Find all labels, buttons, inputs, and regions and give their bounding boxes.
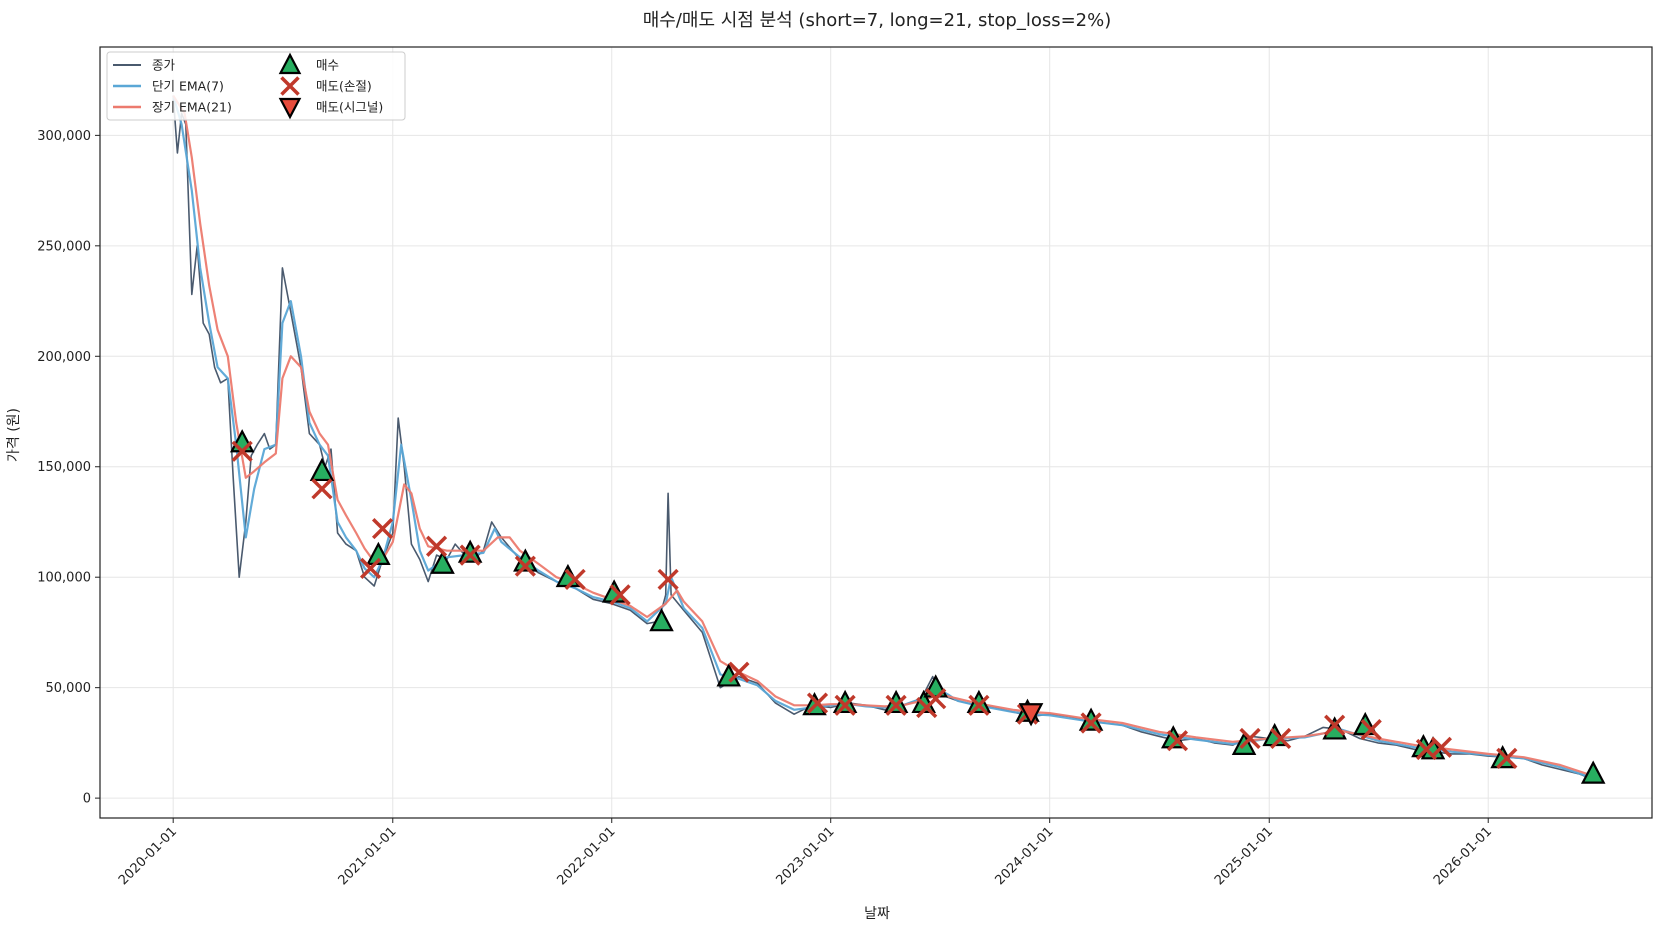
plot-frame [99,46,1653,819]
series-line-0 [172,95,1591,779]
stop-loss-marker [609,584,631,606]
stop-loss-marker [1239,727,1261,750]
stop-loss-marker [1496,747,1518,769]
x-stroke [925,688,947,710]
x-stroke [1496,747,1518,769]
x-stroke [1080,712,1102,734]
y-tick-label: 250,000 [37,239,91,254]
stop-loss-marker [728,661,750,683]
x-stroke [359,557,382,579]
stop-loss-marker [1324,714,1346,736]
buy-marker [1580,760,1606,784]
x-tick-label: 2020-01-01 [116,824,180,888]
stop-loss-marker [359,557,382,579]
x-stroke [1415,738,1438,761]
stop-loss-marker [657,568,679,590]
stop-loss-marker [311,478,333,500]
legend-stop-loss-marker [280,76,300,96]
buy-marker [649,608,674,632]
stop-loss-marker [1270,727,1292,750]
x-tick-label: 2025-01-01 [1212,824,1276,888]
stop-loss-marker [231,440,253,462]
legend-label-marker-0: 매수 [316,58,339,73]
x-stroke [1239,727,1261,750]
y-tick-label: 150,000 [37,460,91,475]
x-stroke [1166,730,1189,752]
x-stroke [280,76,300,96]
series-line-2 [172,95,1591,776]
x-axis-label: 날짜 [864,906,890,922]
stop-loss-marker [806,692,829,714]
chart-title: 매수/매도 시점 분석 (short=7, long=21, stop_loss… [643,10,1112,31]
y-axis-label: 가격 (원) [6,408,22,462]
legend-label-1: 단기 EMA(7) [152,79,224,94]
stop-loss-marker [459,544,481,566]
stop-loss-marker [1360,719,1382,741]
stop-loss-marker [925,688,947,710]
x-stroke [1430,736,1453,758]
stop-loss-marker [1080,712,1102,734]
buy-marker [883,689,909,714]
x-stroke [1360,719,1382,741]
x-tick-label: 2021-01-01 [336,824,400,888]
y-tick-label: 50,000 [46,681,92,696]
y-tick-label: 100,000 [37,571,91,586]
stop-loss-marker [1430,736,1453,758]
x-stroke [459,544,481,566]
stop-loss-marker [514,555,536,577]
stop-loss-marker [371,518,394,540]
y-tick-label: 0 [83,792,91,807]
legend-label-0: 종가 [152,58,176,73]
stop-loss-marker [968,694,990,716]
y-tick-label: 200,000 [37,350,91,365]
x-stroke [968,694,990,716]
legend-label-marker-1: 매도(손절) [316,79,372,94]
buy-marker [309,457,335,482]
stop-loss-marker [425,535,448,557]
buy-marker [832,689,858,714]
stop-loss-marker [564,568,586,590]
x-stroke [1324,714,1346,736]
x-stroke [728,661,750,683]
y-tick-label: 300,000 [37,129,91,144]
x-stroke [564,568,586,590]
x-stroke [885,694,907,716]
x-stroke [514,555,536,577]
legend-buy-marker [278,52,302,75]
x-tick-label: 2026-01-01 [1431,824,1495,888]
x-tick-label: 2024-01-01 [992,824,1056,888]
legend-box [106,51,406,121]
x-stroke [806,692,829,714]
plot-area: 0 50,000 100,000 150,000 200,000 250,000 300,0… [37,46,1653,888]
x-stroke [609,584,631,606]
x-stroke [231,440,253,462]
buy-marker [366,541,391,566]
buy-marker [555,563,581,588]
x-stroke [371,518,394,540]
x-stroke [657,568,679,590]
x-stroke [1270,727,1292,750]
series-line-1 [172,95,1591,779]
stop-loss-marker [834,694,856,716]
stop-loss-marker [885,694,907,716]
legend-sell-signal-marker [278,97,302,120]
x-tick-label: 2023-01-01 [773,824,837,888]
x-tick-label: 2022-01-01 [555,824,619,888]
stop-loss-marker [1166,730,1189,752]
x-stroke [311,478,333,500]
sell-signal-marker [1018,703,1044,727]
legend-label-marker-2: 매도(시그널) [316,100,383,115]
x-stroke [425,535,448,557]
buy-marker [430,550,455,574]
x-stroke [834,694,856,716]
legend-label-2: 장기 EMA(21) [152,100,232,115]
